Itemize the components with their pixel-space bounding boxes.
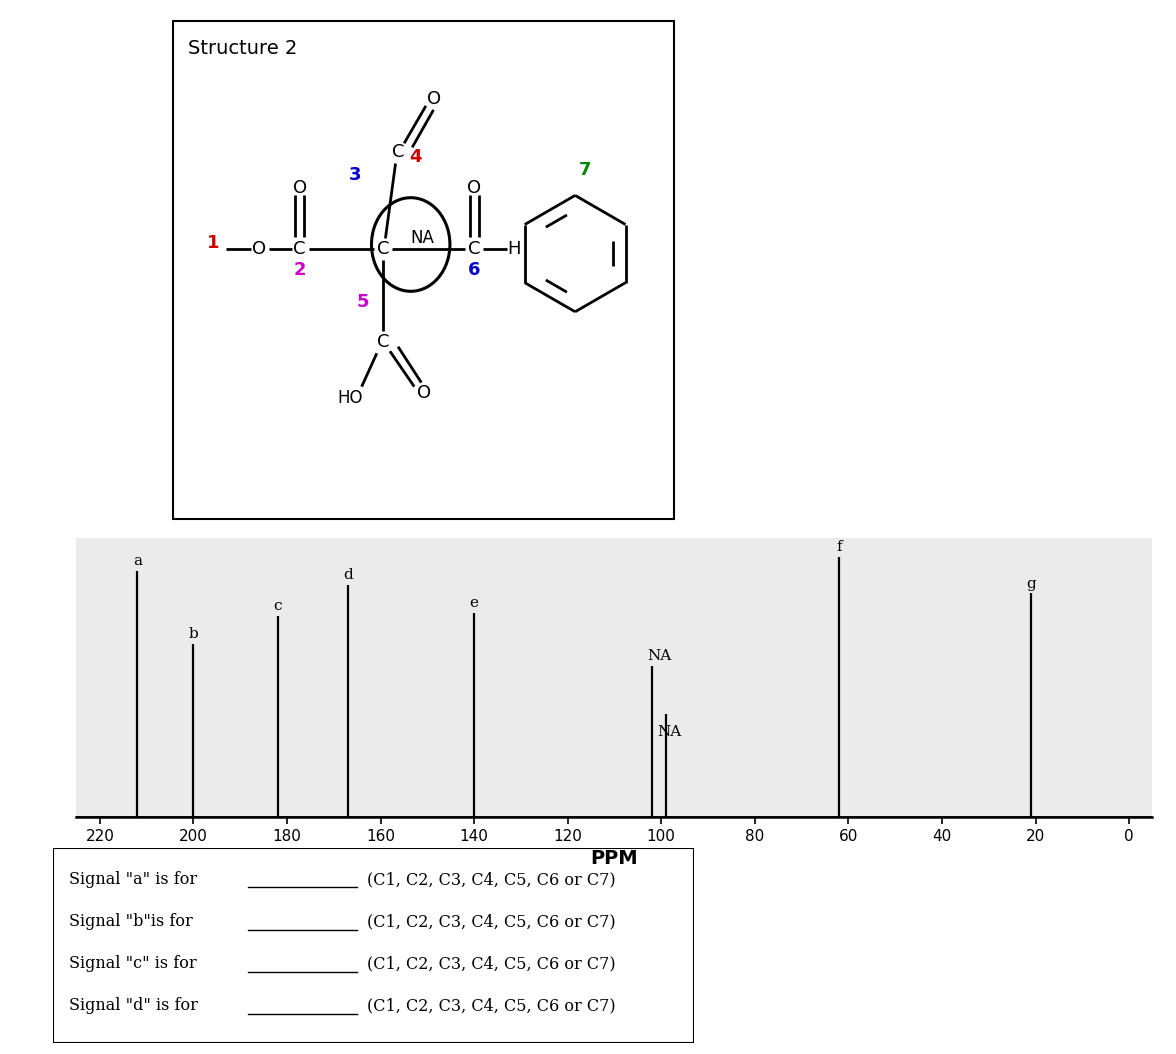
Text: C: C — [376, 239, 389, 257]
Text: O: O — [252, 239, 266, 257]
X-axis label: PPM: PPM — [590, 850, 639, 868]
Text: 5: 5 — [356, 293, 369, 311]
Text: NA: NA — [410, 230, 434, 248]
Text: d: d — [343, 568, 353, 582]
Text: (C1, C2, C3, C4, C5, C6 or C7): (C1, C2, C3, C4, C5, C6 or C7) — [367, 955, 615, 972]
Text: H: H — [508, 239, 521, 257]
Text: g: g — [1025, 577, 1036, 590]
Text: f: f — [836, 541, 842, 554]
Text: O: O — [427, 91, 441, 109]
Text: 6: 6 — [468, 260, 480, 278]
Text: C: C — [293, 239, 306, 257]
Text: a: a — [133, 554, 142, 568]
Text: 7: 7 — [579, 161, 592, 179]
Text: C: C — [376, 333, 389, 351]
Text: Signal "b"is for: Signal "b"is for — [69, 913, 193, 930]
Text: e: e — [469, 597, 479, 610]
Text: O: O — [417, 384, 432, 402]
Text: b: b — [188, 627, 199, 641]
Text: Signal "c" is for: Signal "c" is for — [69, 955, 196, 972]
Text: Structure 2: Structure 2 — [188, 39, 298, 58]
Text: Signal "d" is for: Signal "d" is for — [69, 997, 198, 1014]
Text: 1: 1 — [207, 234, 220, 253]
Text: (C1, C2, C3, C4, C5, C6 or C7): (C1, C2, C3, C4, C5, C6 or C7) — [367, 913, 615, 930]
Text: 2: 2 — [293, 260, 306, 278]
Text: c: c — [273, 599, 282, 613]
Text: 3: 3 — [349, 167, 361, 184]
Text: O: O — [467, 179, 481, 197]
Text: C: C — [392, 143, 405, 161]
Text: (C1, C2, C3, C4, C5, C6 or C7): (C1, C2, C3, C4, C5, C6 or C7) — [367, 871, 615, 887]
Text: 4: 4 — [409, 149, 422, 167]
Text: HO: HO — [338, 389, 362, 407]
Text: NA: NA — [657, 725, 682, 739]
Text: O: O — [293, 179, 307, 197]
Text: NA: NA — [647, 649, 671, 663]
Text: C: C — [468, 239, 480, 257]
Text: Signal "a" is for: Signal "a" is for — [69, 871, 198, 887]
Text: (C1, C2, C3, C4, C5, C6 or C7): (C1, C2, C3, C4, C5, C6 or C7) — [367, 997, 615, 1014]
